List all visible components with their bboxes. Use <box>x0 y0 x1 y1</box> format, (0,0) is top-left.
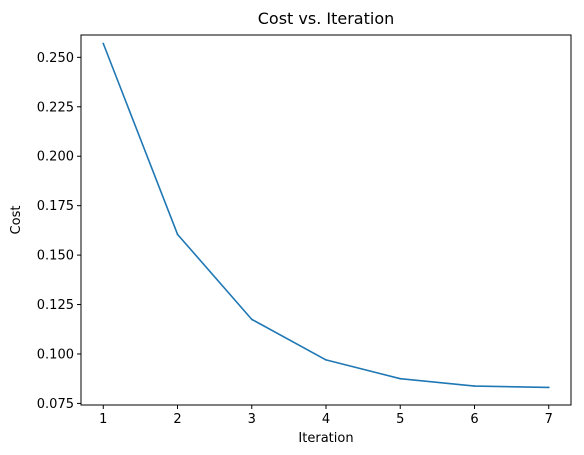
x-tick-label: 3 <box>248 412 256 427</box>
data-point <box>250 318 253 321</box>
y-axis: 0.075 0.100 0.125 0.150 0.175 0.200 0.225 0.250 <box>37 51 81 412</box>
y-tick-label: 0.225 <box>37 100 74 115</box>
plot-frame <box>80 34 572 406</box>
y-tick-label: 0.100 <box>37 347 74 362</box>
y-tick-label: 0.200 <box>37 150 74 165</box>
data-point <box>399 377 402 380</box>
y-tick-label: 0.150 <box>37 249 74 264</box>
x-axis-title: Iteration <box>298 431 353 446</box>
data-point <box>102 42 105 45</box>
y-tick-label: 0.250 <box>37 51 74 66</box>
x-axis: 1 2 3 4 5 6 7 <box>99 405 553 427</box>
x-tick-label: 2 <box>173 412 181 427</box>
data-point <box>325 359 327 361</box>
data-point <box>473 385 476 387</box>
x-tick-label: 7 <box>545 412 553 427</box>
data-point <box>176 233 179 236</box>
x-tick-label: 1 <box>99 412 107 427</box>
x-tick-label: 6 <box>470 412 478 427</box>
y-axis-title: Cost <box>9 206 24 235</box>
y-tick-label: 0.175 <box>37 199 74 214</box>
data-point <box>547 386 550 389</box>
y-tick-label: 0.125 <box>37 298 74 313</box>
series-layer <box>102 42 550 389</box>
x-tick-label: 4 <box>322 412 330 427</box>
series-line <box>102 43 549 389</box>
y-tick-label: 0.075 <box>37 397 74 412</box>
x-tick-label: 5 <box>396 412 404 427</box>
chart-title: Cost vs. Iteration <box>258 9 395 28</box>
